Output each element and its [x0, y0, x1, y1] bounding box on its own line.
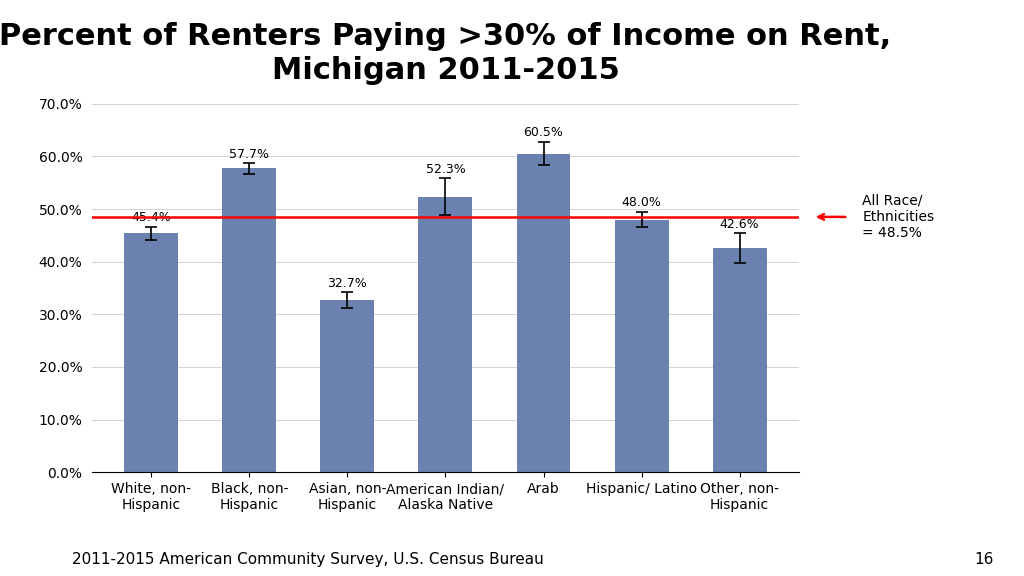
- Bar: [222, 168, 276, 472]
- Text: 48.0%: 48.0%: [622, 196, 662, 209]
- Bar: [614, 219, 669, 472]
- Bar: [321, 300, 375, 472]
- Bar: [419, 197, 472, 472]
- Bar: [713, 248, 767, 472]
- Title: Percent of Renters Paying >30% of Income on Rent,
Michigan 2011-2015: Percent of Renters Paying >30% of Income…: [0, 22, 892, 85]
- Text: 2011-2015 American Community Survey, U.S. Census Bureau: 2011-2015 American Community Survey, U.S…: [72, 552, 544, 567]
- Text: 57.7%: 57.7%: [229, 147, 269, 161]
- Text: 42.6%: 42.6%: [720, 218, 760, 230]
- Text: 45.4%: 45.4%: [131, 211, 171, 224]
- Bar: [516, 154, 570, 472]
- Text: 60.5%: 60.5%: [523, 127, 563, 139]
- Text: 16: 16: [974, 552, 993, 567]
- Text: 32.7%: 32.7%: [328, 276, 368, 290]
- Text: 52.3%: 52.3%: [426, 163, 465, 176]
- Bar: [124, 233, 178, 472]
- Text: All Race/
Ethnicities
= 48.5%: All Race/ Ethnicities = 48.5%: [862, 194, 935, 240]
